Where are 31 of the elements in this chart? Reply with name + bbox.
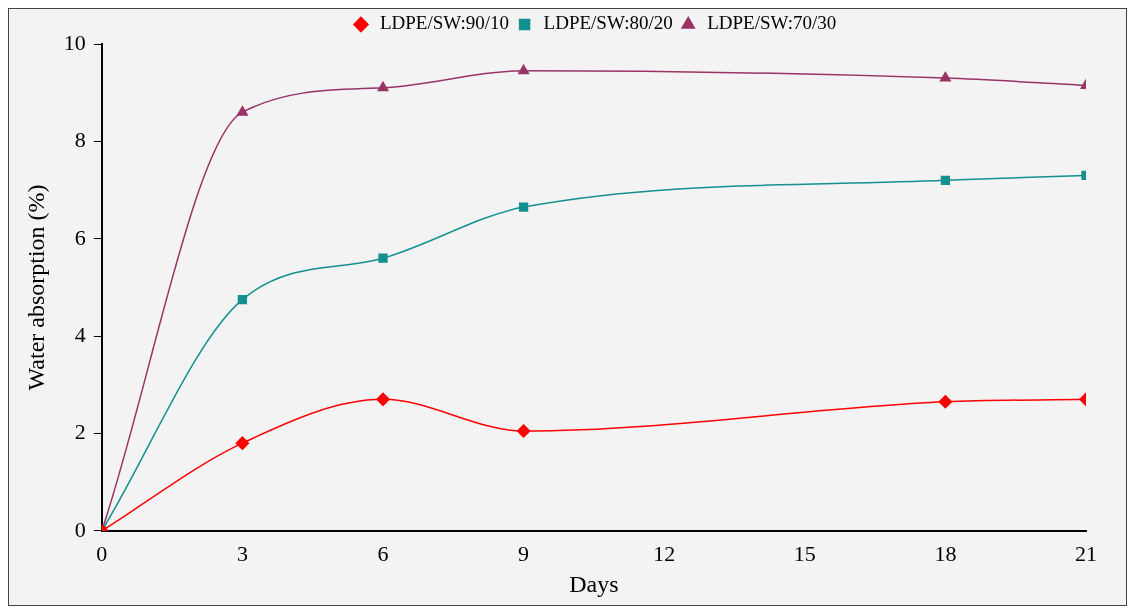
point — [377, 81, 389, 92]
legend-label: LDPE/SW:70/30 — [707, 12, 837, 34]
point — [235, 436, 250, 450]
x-tick-label: 15 — [793, 540, 816, 566]
y-tick-label: 4 — [74, 321, 86, 347]
legend-label: LDPE/SW:80/20 — [543, 12, 673, 34]
point — [518, 202, 529, 212]
y-axis-title: Water absorption (%) — [22, 184, 49, 391]
x-tick-label: 21 — [1075, 540, 1097, 566]
y-tick-label: 10 — [63, 29, 86, 55]
point — [938, 395, 953, 409]
point — [940, 175, 951, 185]
point — [236, 105, 248, 116]
x-tick-label: 3 — [236, 540, 248, 566]
x-tick-label: 0 — [96, 540, 108, 566]
point — [939, 71, 951, 82]
x-tick-label: 9 — [518, 540, 530, 566]
point — [516, 424, 531, 438]
point — [518, 64, 530, 75]
x-tick-label: 12 — [653, 540, 676, 566]
y-tick-label: 8 — [74, 127, 86, 153]
y-tick-label: 2 — [74, 419, 86, 445]
point — [237, 294, 248, 305]
point — [378, 253, 388, 263]
x-tick-label: 18 — [934, 540, 957, 566]
legend-label: LDPE/SW:90/10 — [379, 12, 510, 34]
point — [376, 392, 390, 407]
x-axis-title: Days — [569, 570, 619, 597]
x-tick-label: 6 — [377, 540, 389, 566]
y-tick-label: 0 — [74, 516, 86, 542]
y-tick-label: 6 — [74, 224, 86, 250]
